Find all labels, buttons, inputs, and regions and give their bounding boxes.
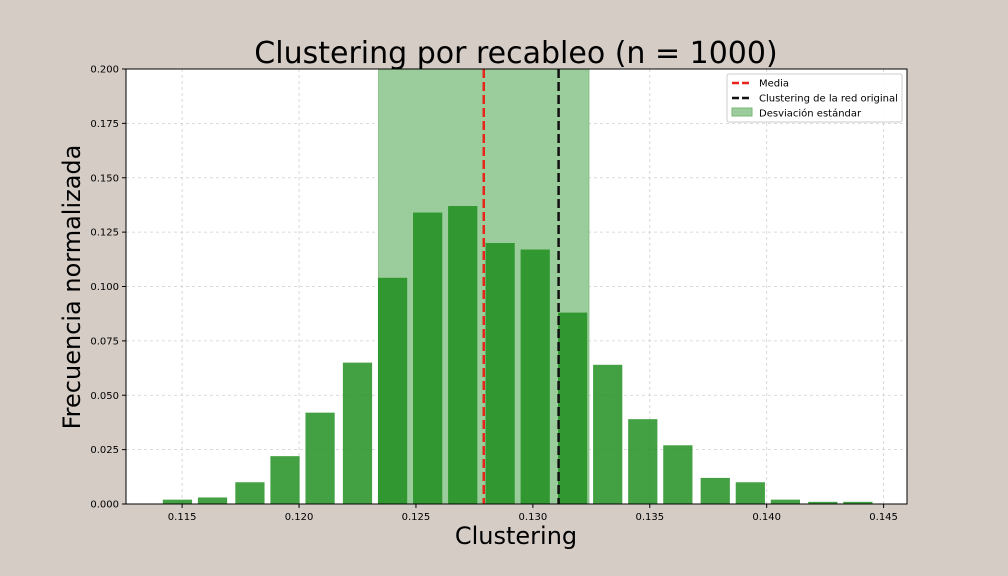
x-tick-label: 0.145 [869,512,898,523]
y-axis-ticks: 0.000 0.025 0.050 0.075 0.100 0.125 0.150 0.175… [90,65,126,511]
x-tick-label: 0.115 [168,512,197,523]
legend-std-label: Desviación estándar [759,108,862,120]
histogram-bar [270,456,300,504]
histogram-bar [520,249,550,504]
y-tick-label: 0.175 [90,119,119,130]
x-tick-label: 0.130 [519,512,548,523]
histogram-bar [808,501,838,504]
histogram-bar [377,277,408,504]
histogram-bar [735,482,765,504]
y-tick-label: 0.075 [90,336,119,347]
histogram-bar [448,206,478,504]
histogram-bar [413,212,443,505]
x-tick-label: 0.135 [635,512,664,523]
histogram-bar [197,497,228,504]
legend-std-swatch [731,107,753,117]
histogram-bar [305,412,335,504]
x-tick-label: 0.120 [285,512,314,523]
legend-original-label: Clustering de la red original [759,94,898,105]
y-tick-label: 0.000 [90,500,119,511]
y-tick-label: 0.150 [90,173,119,184]
legend-mean-label: Media [759,79,789,90]
y-tick-label: 0.125 [90,228,119,239]
histogram-bar [235,482,265,504]
chart-title: Clustering por recableo (n = 1000) [254,36,777,71]
x-axis-label: Clustering [455,522,577,550]
histogram-bar [162,499,193,504]
histogram-bar [700,477,730,504]
bars [162,206,873,505]
y-tick-label: 0.100 [90,282,119,293]
histogram-bar [663,445,693,504]
reference-lines [482,69,560,504]
histogram-bar [593,364,623,504]
histogram-bar [843,501,873,504]
y-tick-label: 0.050 [90,391,119,402]
y-axis-label: Frecuencia normalizada [58,145,86,430]
histogram-bar [628,419,658,504]
histogram-bar [770,499,801,504]
x-tick-label: 0.140 [752,512,781,523]
histogram-bar [342,362,373,504]
y-tick-label: 0.200 [90,65,119,76]
x-axis-ticks: 0.115 0.120 0.125 0.130 0.135 0.140 0.145 [168,504,898,523]
x-tick-label: 0.125 [402,512,431,523]
legend: Media Clustering de la red original Desv… [726,73,903,123]
y-tick-label: 0.025 [90,445,119,456]
legend-box [726,73,903,123]
histogram-bar [485,243,515,504]
histogram-bar [558,312,588,504]
